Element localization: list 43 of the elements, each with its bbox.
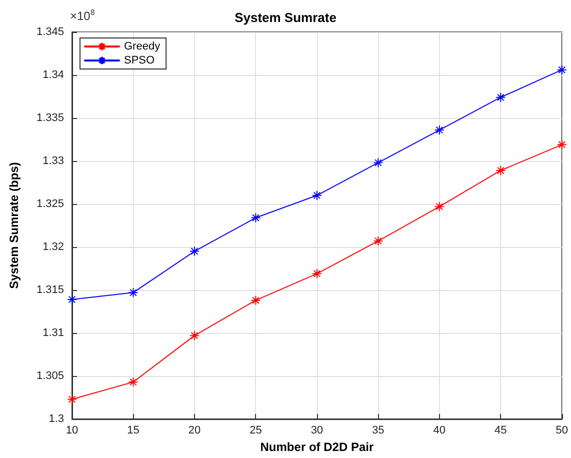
point	[496, 92, 506, 102]
y-tick-label: 1.32	[42, 241, 64, 253]
x-tick-label: 45	[494, 424, 507, 436]
y-tick-label: 1.335	[36, 112, 64, 124]
point	[67, 394, 77, 404]
y-tick-label: 1.3	[48, 413, 64, 425]
y-tick-label: 1.345	[36, 26, 64, 38]
point	[250, 212, 261, 223]
point	[189, 246, 200, 256]
y-tick-label: 1.31	[42, 327, 64, 339]
x-tick-label: 50	[556, 424, 568, 436]
x-tick-label: 15	[127, 424, 140, 436]
x-axis-title: Number of D2D Pair	[260, 440, 374, 454]
x-tick-label: 35	[372, 424, 384, 436]
chart-title: System Sumrate	[234, 10, 336, 25]
y-tick-label: 1.34	[42, 69, 64, 81]
y-axis-title: System Sumrate (bps)	[7, 162, 21, 289]
y-tick-label: 1.325	[36, 198, 64, 210]
point	[373, 236, 384, 246]
text: ×10$^{8}$	[70, 8, 95, 23]
point	[250, 295, 261, 306]
point	[128, 377, 138, 388]
y-tick-label: 1.315	[36, 284, 64, 296]
point	[189, 330, 200, 341]
x-tick-label: 10	[66, 424, 78, 436]
point	[496, 165, 506, 176]
point	[434, 202, 444, 212]
legend-label: SPSO	[124, 54, 156, 66]
point	[434, 125, 444, 136]
x-tick-label: 20	[188, 424, 201, 436]
x-tick-label: 25	[250, 424, 262, 436]
y-tick-label: 1.33	[42, 155, 64, 167]
x-tick-label: 40	[433, 424, 446, 436]
point	[312, 190, 322, 200]
y-tick-label: 1.305	[36, 370, 64, 382]
point	[556, 140, 567, 150]
legend-label: Greedy	[124, 40, 161, 52]
point	[67, 294, 77, 304]
point	[373, 158, 384, 168]
x-tick-label: 30	[310, 424, 324, 436]
point	[128, 288, 138, 298]
point	[556, 64, 567, 75]
point	[312, 268, 322, 279]
